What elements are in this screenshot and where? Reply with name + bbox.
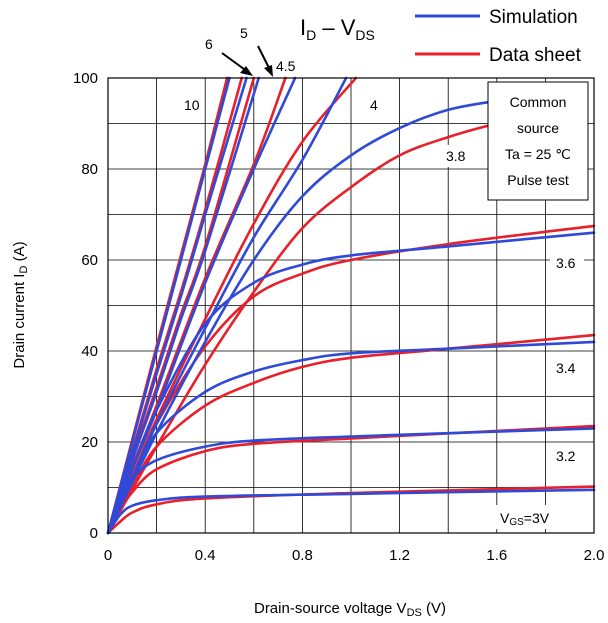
- curve-label-vgs-3-2: 3.2: [556, 448, 576, 464]
- y-tick-label: 80: [81, 161, 98, 178]
- x-tick-label: 0: [104, 547, 112, 564]
- curve-simulation-vgs-3-4: [106, 340, 596, 535]
- curve-label-vgs-3-8: 3.8: [446, 148, 466, 164]
- annotation-box: Common source Ta = 25 ℃ Pulse test: [487, 81, 589, 201]
- x-tick-label: 1.2: [389, 547, 410, 564]
- curve-data-sheet-vgs-3: [106, 485, 596, 535]
- y-tick-label: 100: [73, 70, 98, 87]
- legend-label-simulation: Simulation: [489, 7, 578, 28]
- curve-label-vgs-3-4: 3.4: [556, 360, 576, 376]
- legend: Simulation Data sheet: [415, 7, 582, 66]
- legend-label-datasheet: Data sheet: [489, 45, 582, 66]
- plot-frame: [107, 77, 595, 534]
- curve-simulation-vgs-5: [106, 76, 260, 535]
- arrowhead-vgs-5: [264, 65, 273, 77]
- curve-simulation-vgs-6: [106, 76, 248, 535]
- curve-label-vgs-4: 4: [370, 97, 378, 113]
- chart-title: ID – VDS: [300, 15, 375, 43]
- curve-label-vgs-6: 6: [205, 36, 213, 52]
- curve-label-vgs-5: 5: [240, 25, 248, 41]
- annotation-line-1: Common: [510, 94, 567, 110]
- x-tick-label: 1.6: [486, 547, 507, 564]
- x-tick-label: 0.8: [292, 547, 313, 564]
- y-tick-label: 0: [90, 525, 98, 542]
- arrow-vgs-5: [257, 45, 271, 71]
- y-tick-labels: 0 20 40 60 80 100: [73, 70, 98, 542]
- annotation-line-4: Pulse test: [507, 172, 569, 188]
- x-axis-label: Drain-source voltage VDS (V): [254, 600, 446, 619]
- curve-label-vgs-4-5: 4.5: [276, 58, 296, 74]
- curve-label-vgs-3-6: 3.6: [556, 255, 576, 271]
- curves: [106, 76, 596, 535]
- arrowhead-vgs-6: [240, 66, 253, 76]
- curve-simulation-vgs-10: [106, 76, 231, 535]
- curve-simulation-vgs-3-2: [106, 427, 596, 535]
- y-axis-label: Drain current ID (A): [11, 241, 30, 368]
- curve-data-sheet-vgs-3-8: [106, 117, 523, 535]
- pointer-arrows: [221, 45, 273, 77]
- curve-label-vgs-3v: VGS=3V: [500, 510, 550, 528]
- y-tick-label: 20: [81, 434, 98, 451]
- annotation-line-3: Ta = 25 ℃: [505, 146, 571, 162]
- curve-label-vgs-10: 10: [184, 97, 200, 113]
- curve-simulation-vgs-3: [106, 488, 596, 535]
- curve-labels: 10 6 5 4.5 4 3.8 3.6 3.4 3.2: [184, 25, 584, 467]
- annotation-line-2: source: [517, 120, 559, 136]
- x-tick-labels: 0 0.4 0.8 1.2 1.6 2.0: [104, 547, 605, 564]
- curve-simulation-vgs-3-8: [106, 99, 499, 535]
- y-tick-label: 40: [81, 343, 98, 360]
- x-tick-label: 2.0: [584, 547, 605, 564]
- curve-simulation-vgs-3-6: [106, 231, 596, 535]
- x-tick-label: 0.4: [195, 547, 216, 564]
- y-tick-label: 60: [81, 252, 98, 269]
